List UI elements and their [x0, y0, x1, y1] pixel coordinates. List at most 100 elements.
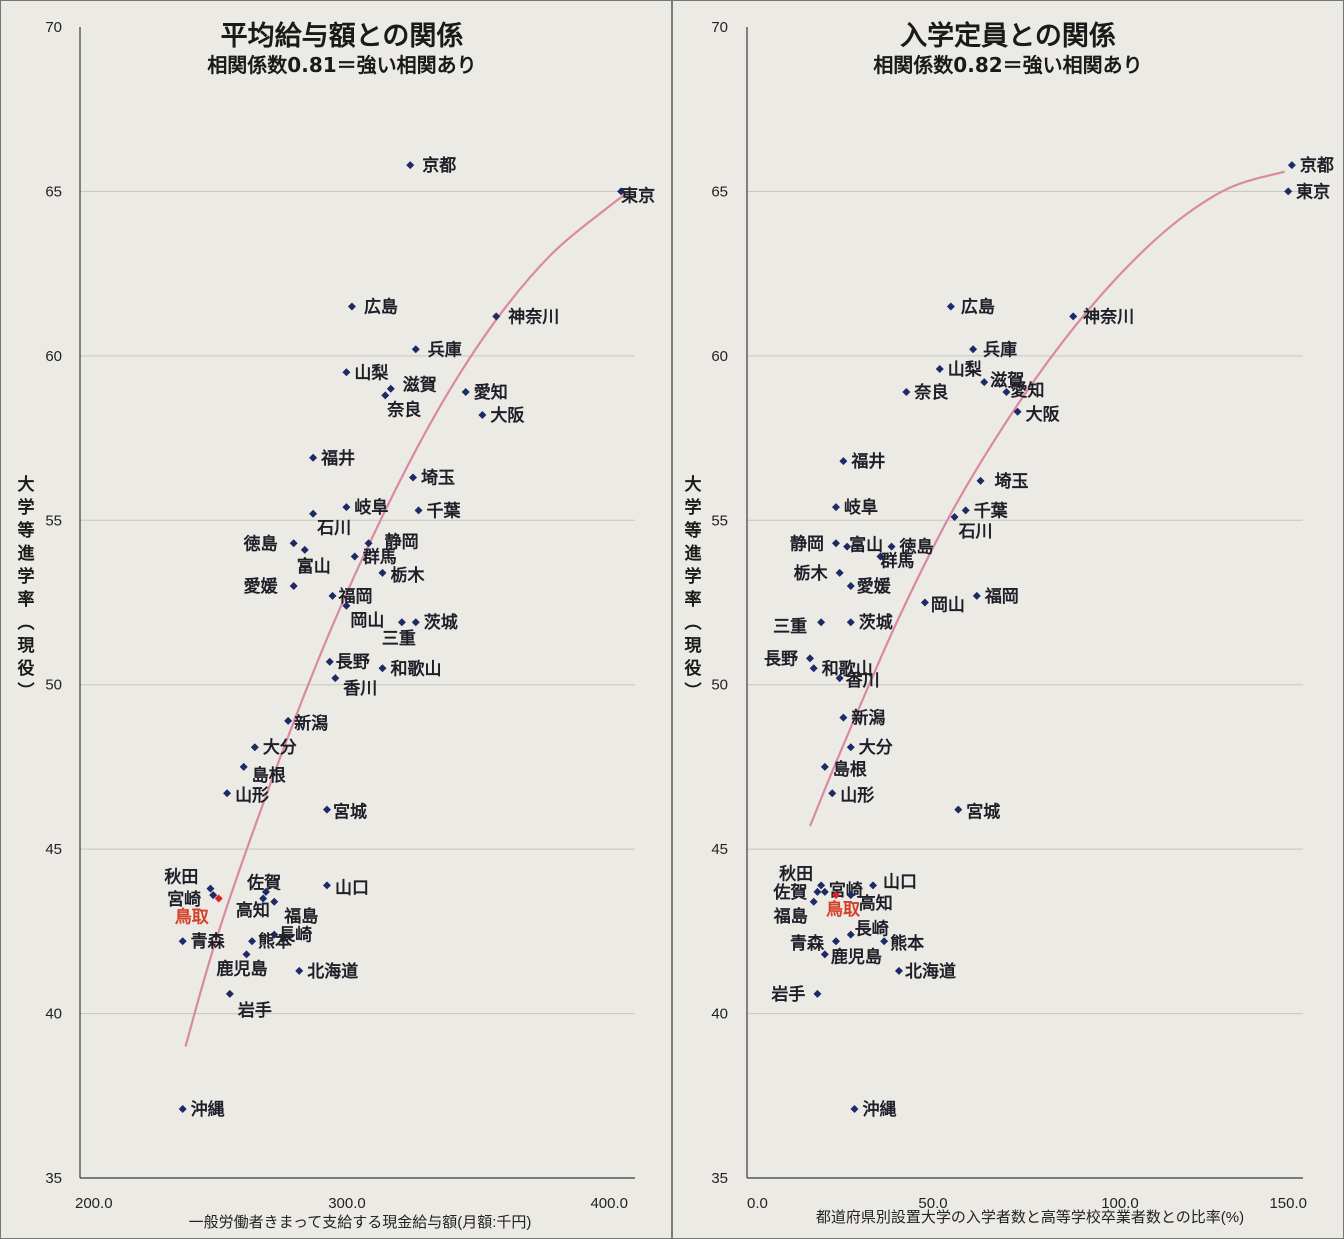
- data-point: [817, 881, 826, 890]
- data-point: [284, 716, 293, 725]
- data-label: 青森: [191, 931, 226, 952]
- data-label: 大阪: [490, 405, 524, 426]
- data-point: [831, 503, 840, 512]
- data-point: [492, 312, 501, 321]
- data-point: [831, 937, 840, 946]
- data-label: 埼玉: [421, 468, 455, 489]
- data-label: 長野: [336, 653, 370, 673]
- data-point: [225, 989, 234, 998]
- data-point: [289, 539, 298, 548]
- data-label: 千葉: [974, 500, 1009, 521]
- data-point: [835, 674, 844, 683]
- x-tick-label: 300.0: [328, 1195, 366, 1212]
- data-point: [820, 887, 829, 896]
- data-point: [397, 618, 406, 627]
- data-label: 鳥取: [175, 906, 209, 927]
- data-label: 大分: [263, 737, 297, 758]
- data-point: [411, 618, 420, 627]
- data-label: 埼玉: [995, 471, 1029, 492]
- data-label: 滋賀: [403, 375, 437, 396]
- data-point: [809, 664, 818, 673]
- data-label: 愛知: [474, 382, 508, 403]
- data-label: 佐賀: [772, 882, 807, 903]
- data-point: [378, 568, 387, 577]
- data-point: [214, 894, 223, 903]
- data-label: 福島: [283, 906, 318, 927]
- data-point: [347, 302, 356, 311]
- data-label: 茨城: [859, 612, 893, 633]
- data-point: [843, 542, 852, 551]
- y-tick-label: 70: [711, 19, 728, 36]
- data-point: [309, 509, 318, 518]
- y-tick-label: 55: [45, 512, 62, 529]
- y-tick-label: 60: [711, 348, 728, 365]
- data-label: 和歌山: [822, 658, 873, 679]
- data-point: [242, 950, 251, 959]
- y-tick-label: 55: [711, 512, 728, 529]
- data-label: 栃木: [794, 563, 829, 584]
- data-label: 沖縄: [191, 1099, 225, 1120]
- data-point: [270, 930, 279, 939]
- data-label: 岩手: [237, 1000, 272, 1021]
- data-point: [406, 161, 415, 170]
- data-label: 鳥取: [826, 899, 860, 920]
- data-label: 福井: [850, 451, 885, 472]
- data-point: [954, 805, 963, 814]
- data-label: 福島: [773, 906, 808, 927]
- data-label: 愛媛: [244, 576, 279, 597]
- data-label: 島根: [252, 765, 286, 786]
- data-label: 徳島: [243, 533, 278, 554]
- y-tick-label: 40: [711, 1006, 728, 1023]
- y-tick-label: 70: [45, 19, 62, 36]
- y-tick-labels: 35 40 45 50 55 60 65 70: [711, 19, 728, 1187]
- data-label: 北海道: [307, 961, 358, 982]
- y-tick-label: 65: [45, 183, 62, 200]
- data-point: [248, 937, 257, 946]
- data-label: 奈良: [913, 382, 948, 403]
- data-label: 岡山: [350, 611, 384, 631]
- data-label: 長崎: [278, 925, 312, 946]
- data-point: [386, 384, 395, 393]
- data-point: [806, 654, 815, 663]
- data-point: [839, 457, 848, 466]
- data-point: [331, 674, 340, 683]
- y-tick-label: 45: [711, 841, 728, 858]
- data-label: 兵庫: [983, 339, 1017, 360]
- data-point: [902, 388, 911, 397]
- data-label: 神奈川: [508, 306, 559, 327]
- x-tick-label: 50.0: [918, 1195, 947, 1212]
- y-axis-label: 大学等進学率︵現役︶: [685, 474, 702, 702]
- data-label: 広島: [961, 297, 995, 318]
- data-point: [846, 930, 855, 939]
- data-label: 香川: [846, 671, 880, 691]
- data-label: 千葉: [427, 500, 462, 521]
- grid-lines: [747, 190, 1303, 1015]
- data-label: 石川: [958, 522, 993, 542]
- data-point: [831, 891, 840, 900]
- data-point: [1069, 312, 1078, 321]
- data-point: [846, 618, 855, 627]
- data-point: [820, 762, 829, 771]
- data-label: 岐阜: [844, 497, 878, 518]
- data-label: 富山: [849, 535, 883, 556]
- data-point: [846, 743, 855, 752]
- data-point: [270, 897, 279, 906]
- data-label: 熊本: [890, 933, 924, 954]
- data-point: [876, 552, 885, 561]
- trend-curve: [184, 190, 631, 1047]
- data-point: [880, 937, 889, 946]
- data-label: 山口: [883, 872, 917, 892]
- data-point: [831, 539, 840, 548]
- data-point: [342, 601, 351, 610]
- data-point: [259, 894, 268, 903]
- x-tick-label: 0.0: [747, 1195, 768, 1212]
- x-tick-labels: 0.0 50.0 100.0 150.0: [747, 1195, 1307, 1212]
- data-point: [839, 713, 848, 722]
- data-label: 秋田: [779, 863, 813, 884]
- data-label: 群馬: [880, 550, 914, 571]
- data-label: 山形: [235, 785, 269, 806]
- data-label: 長野: [764, 649, 798, 669]
- data-point: [325, 657, 334, 666]
